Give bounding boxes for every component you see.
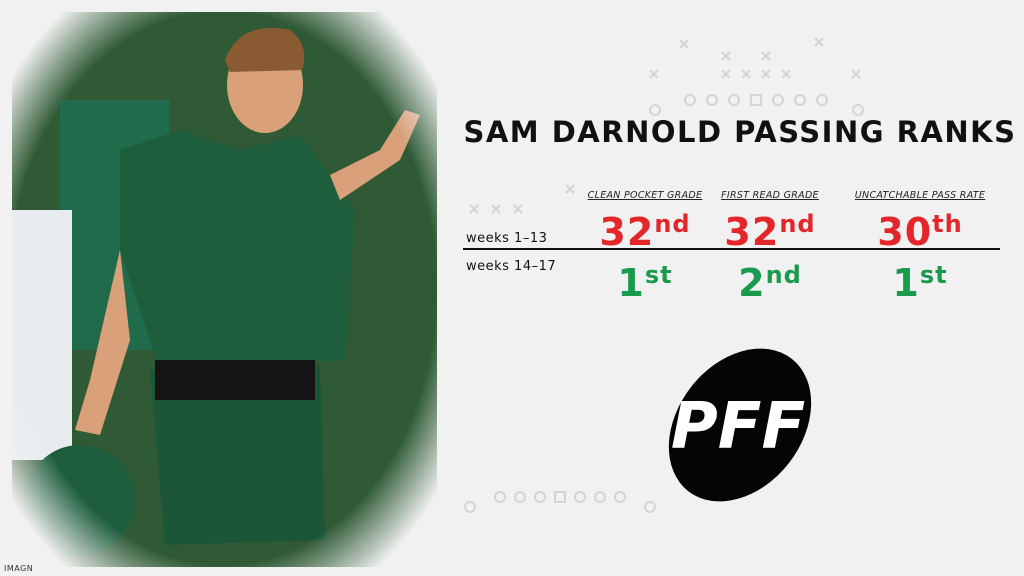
rank-suffix: nd: [779, 210, 816, 238]
rank-number: 1: [617, 261, 645, 305]
player-photo: [0, 0, 445, 576]
column-header: UNCATCHABLE PASS RATE: [854, 190, 986, 201]
row-divider: [463, 248, 1000, 250]
rank-cell: 1st: [555, 255, 735, 303]
rank-number: 30: [877, 210, 933, 254]
title: SAM DARNOLD PASSING RANKS: [463, 115, 1017, 149]
logo-ball: [668, 348, 812, 502]
rank-suffix: st: [644, 261, 673, 289]
column-header: CLEAN POCKET GRADE: [587, 190, 703, 201]
rank-number: 32: [599, 210, 655, 254]
rank-number: 1: [892, 261, 920, 305]
rank-number: 32: [724, 210, 780, 254]
rank-suffix: st: [919, 261, 948, 289]
rank-suffix: nd: [765, 261, 802, 289]
rank-cell: 1st: [830, 255, 1010, 303]
rank-number: 2: [738, 261, 766, 305]
rank-suffix: nd: [654, 210, 691, 238]
photo-credit: IMAGN: [4, 564, 34, 573]
rank-cell: 32nd: [555, 204, 735, 252]
column-header: FIRST READ GRADE: [721, 190, 819, 201]
rank-cell: 32nd: [680, 204, 860, 252]
row-label: weeks 14–17: [466, 259, 557, 274]
logo-text: PFF: [671, 390, 805, 464]
pff-logo: PFF: [668, 348, 812, 502]
rank-cell: 2nd: [680, 255, 860, 303]
rank-cell: 30th: [830, 204, 1010, 252]
row-label: weeks 1–13: [466, 231, 548, 246]
rank-suffix: th: [932, 210, 963, 238]
